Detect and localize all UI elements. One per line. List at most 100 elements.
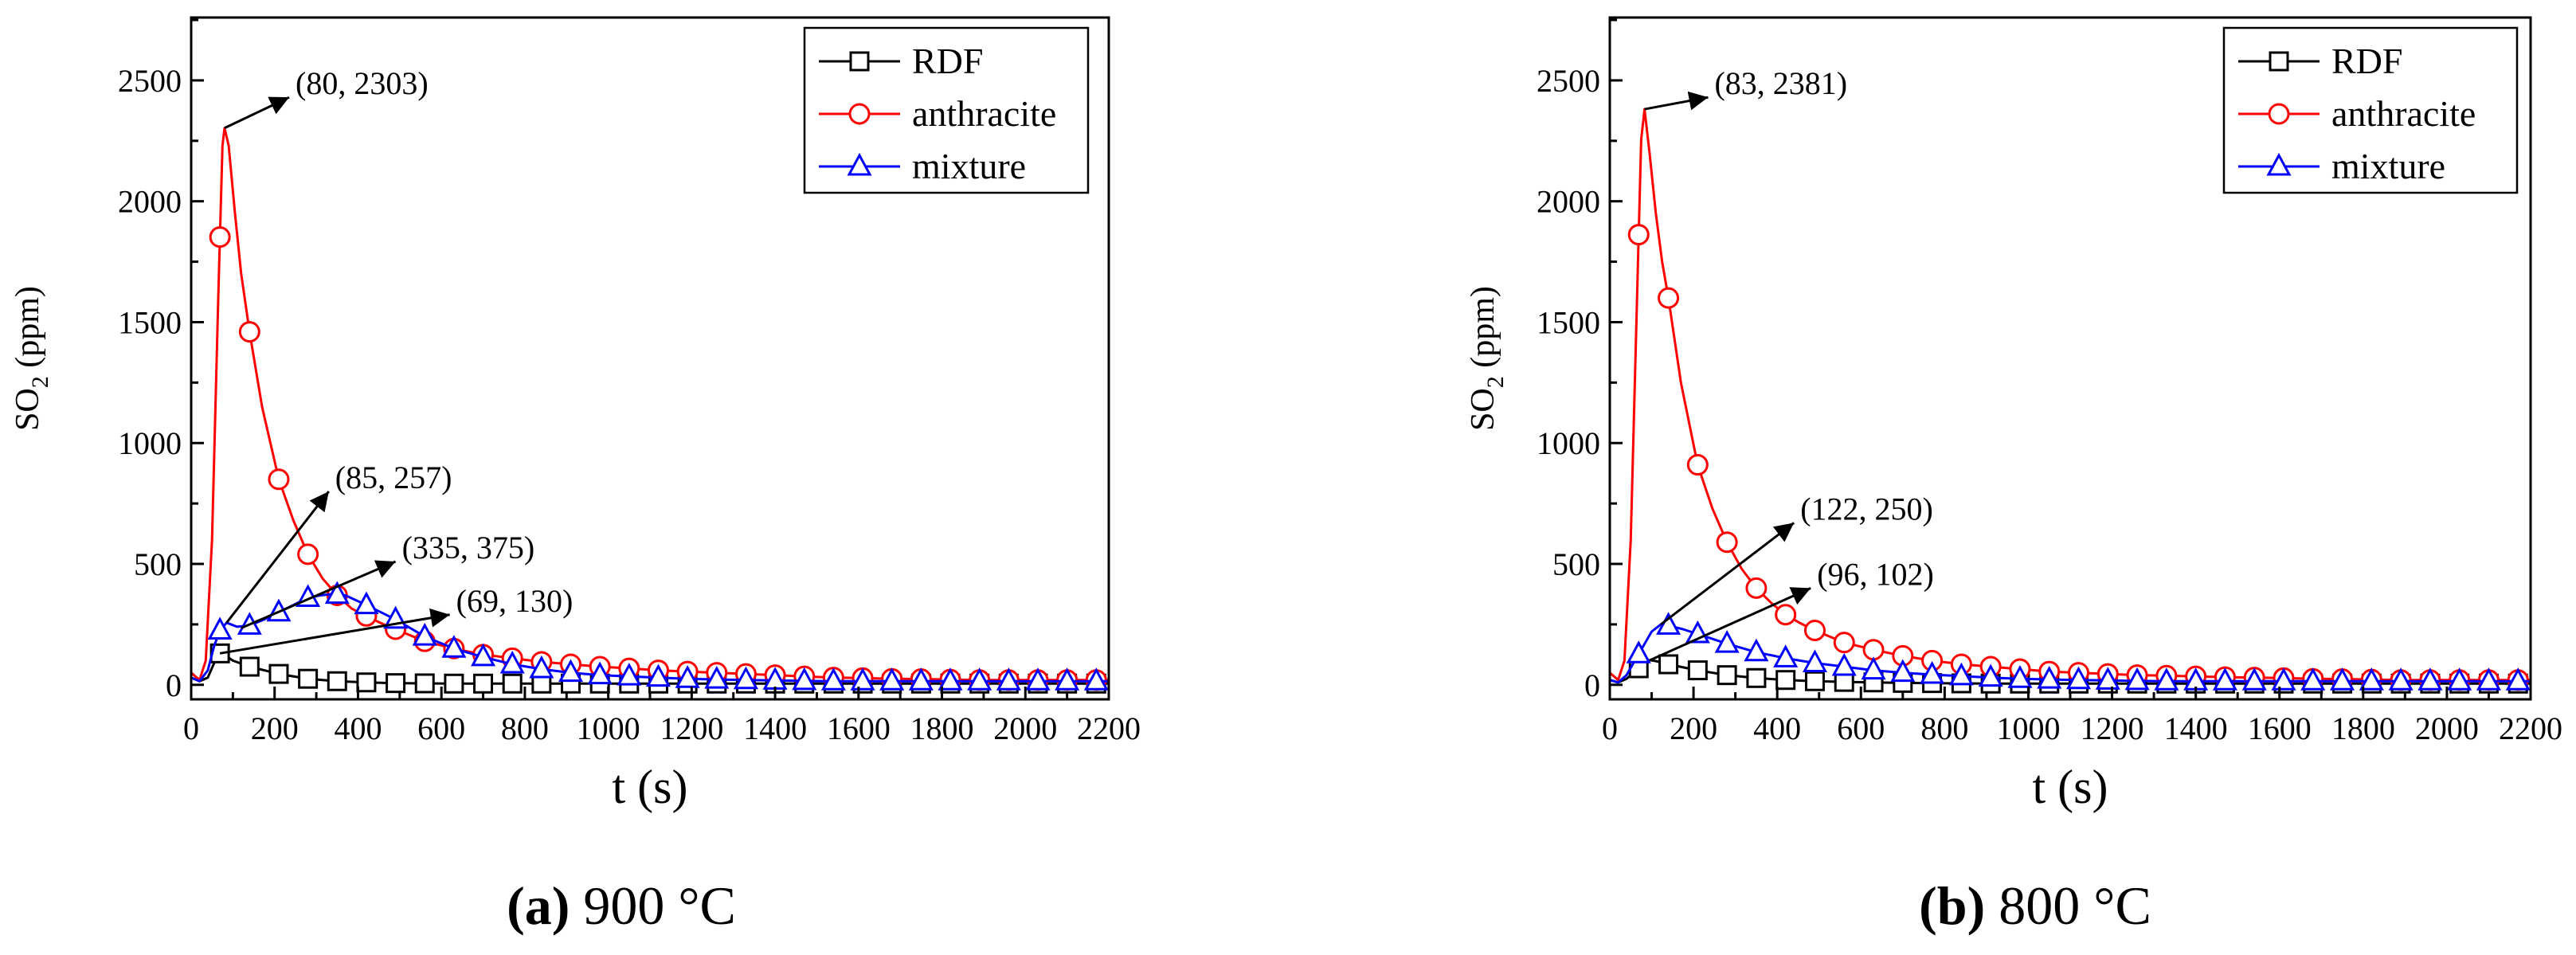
data-point-RDF xyxy=(1804,671,1825,691)
y-tick-label: 0 xyxy=(1584,667,1600,703)
data-point-mixture xyxy=(2447,667,2472,691)
data-point-RDF xyxy=(1746,667,1767,688)
data-point-RDF xyxy=(268,663,289,684)
x-tick-label: 1800 xyxy=(2331,710,2395,746)
x-tick-label: 2200 xyxy=(1077,710,1141,746)
data-point-anthracite xyxy=(209,226,231,249)
data-point-anthracite xyxy=(1716,531,1738,554)
data-point-mixture xyxy=(2095,667,2120,690)
annotation-arrow xyxy=(225,491,330,624)
y-axis-title-subscript: 2 xyxy=(27,376,53,388)
data-point-mixture xyxy=(2241,667,2267,691)
data-point-mixture xyxy=(2476,667,2501,691)
data-point-anthracite xyxy=(1627,224,1650,246)
data-point-RDF xyxy=(444,673,464,694)
data-point-mixture xyxy=(2124,667,2150,691)
y-tick-label: 2000 xyxy=(1537,184,1600,220)
data-point-mixture xyxy=(908,667,934,691)
data-point-mixture xyxy=(529,655,554,679)
legend-marker-mixture xyxy=(847,152,872,176)
annotation-label: (96, 102) xyxy=(1817,556,1934,592)
y-tick-label: 1000 xyxy=(1537,425,1600,461)
annotation-arrow xyxy=(241,560,397,629)
y-axis-title-subscript: 2 xyxy=(1482,376,1509,388)
data-point-RDF xyxy=(1775,670,1796,691)
data-point-mixture xyxy=(1626,640,1651,663)
data-point-mixture xyxy=(2007,665,2033,688)
legend-marker-anthracite xyxy=(2268,103,2290,125)
annotation-arrow xyxy=(224,96,290,130)
data-point-mixture xyxy=(1978,663,2003,687)
annotation-label: (80, 2303) xyxy=(296,65,429,101)
data-point-mixture xyxy=(2505,667,2531,691)
data-point-RDF xyxy=(1658,654,1679,675)
x-tick-label: 800 xyxy=(501,710,549,746)
data-point-mixture xyxy=(617,663,642,686)
data-point-anthracite xyxy=(1833,632,1855,654)
panel-a-900c: 0 200 400 600 800 1000 1200 1400 1600 1800 2000 220… xyxy=(10,16,1141,936)
legend-label-anthracite: anthracite xyxy=(2331,93,2476,134)
y-tick-label: 2000 xyxy=(118,184,182,220)
x-tick-label: 200 xyxy=(251,710,299,746)
x-tick-label: 1400 xyxy=(743,710,807,746)
data-point-mixture xyxy=(1773,644,1799,667)
x-tick-label: 400 xyxy=(1753,710,1801,746)
legend-marker-RDF xyxy=(849,51,870,72)
data-point-RDF xyxy=(1717,665,1737,686)
annotation-arrow xyxy=(219,608,450,655)
x-tick-label: 0 xyxy=(1602,710,1618,746)
data-point-mixture xyxy=(1831,652,1857,676)
data-point-mixture xyxy=(850,667,875,691)
x-tick-label: 1400 xyxy=(2164,710,2228,746)
y-axis-title-main: SO xyxy=(1465,388,1501,431)
y-tick-label: 1500 xyxy=(1537,304,1600,340)
x-tick-label: 1000 xyxy=(1996,710,2060,746)
data-point-RDF xyxy=(1687,660,1708,681)
data-point-RDF xyxy=(386,673,406,694)
panel-caption: (b) 800 °C xyxy=(1919,875,2151,936)
caption-temperature: 800 °C xyxy=(1985,875,2151,936)
data-point-anthracite xyxy=(1658,287,1680,309)
y-tick-label: 1000 xyxy=(118,425,182,461)
data-point-RDF xyxy=(356,672,377,693)
data-point-RDF xyxy=(239,656,260,677)
annotation-label: (85, 257) xyxy=(335,460,452,495)
legend-marker-RDF xyxy=(2269,51,2289,72)
x-tick-label: 600 xyxy=(417,710,465,746)
y-tick-label: 500 xyxy=(1552,546,1600,582)
panel-caption: (a) 900 °C xyxy=(507,875,736,936)
x-tick-label: 400 xyxy=(334,710,382,746)
data-point-mixture xyxy=(2388,667,2414,691)
data-point-mixture xyxy=(704,665,730,689)
annotation-label: (83, 2381) xyxy=(1714,65,1847,101)
data-point-anthracite xyxy=(1775,604,1797,626)
y-tick-label: 500 xyxy=(134,546,182,582)
data-point-mixture xyxy=(2417,667,2443,691)
data-point-anthracite xyxy=(1803,619,1826,641)
data-point-mixture xyxy=(967,667,992,691)
legend-label-RDF: RDF xyxy=(912,41,983,81)
data-point-mixture xyxy=(2359,667,2384,691)
x-axis-title: t (s) xyxy=(613,761,688,813)
data-point-mixture xyxy=(499,650,525,674)
data-point-mixture xyxy=(879,667,905,691)
data-point-mixture xyxy=(558,659,584,683)
data-point-RDF xyxy=(298,668,319,689)
legend-marker-anthracite xyxy=(848,103,871,125)
data-point-mixture xyxy=(1714,630,1740,653)
data-point-anthracite xyxy=(297,543,319,566)
data-point-mixture xyxy=(1948,662,1974,686)
data-point-RDF xyxy=(502,673,523,694)
data-point-mixture xyxy=(2271,667,2296,691)
caption-letter: (b) xyxy=(1919,875,1985,936)
data-point-mixture xyxy=(1920,660,1945,684)
x-tick-label: 800 xyxy=(1920,710,1968,746)
x-tick-label: 1600 xyxy=(827,710,891,746)
y-axis-title: SO2 (ppm) xyxy=(1465,286,1509,431)
panel-b-800c: 0 200 400 600 800 1000 1200 1400 1600 1800 2000 220… xyxy=(1465,16,2562,936)
data-point-RDF xyxy=(473,673,494,694)
data-point-mixture xyxy=(1055,667,1080,691)
legend-label-anthracite: anthracite xyxy=(912,93,1056,134)
data-point-RDF xyxy=(327,671,347,691)
x-tick-label: 2000 xyxy=(993,710,1057,746)
